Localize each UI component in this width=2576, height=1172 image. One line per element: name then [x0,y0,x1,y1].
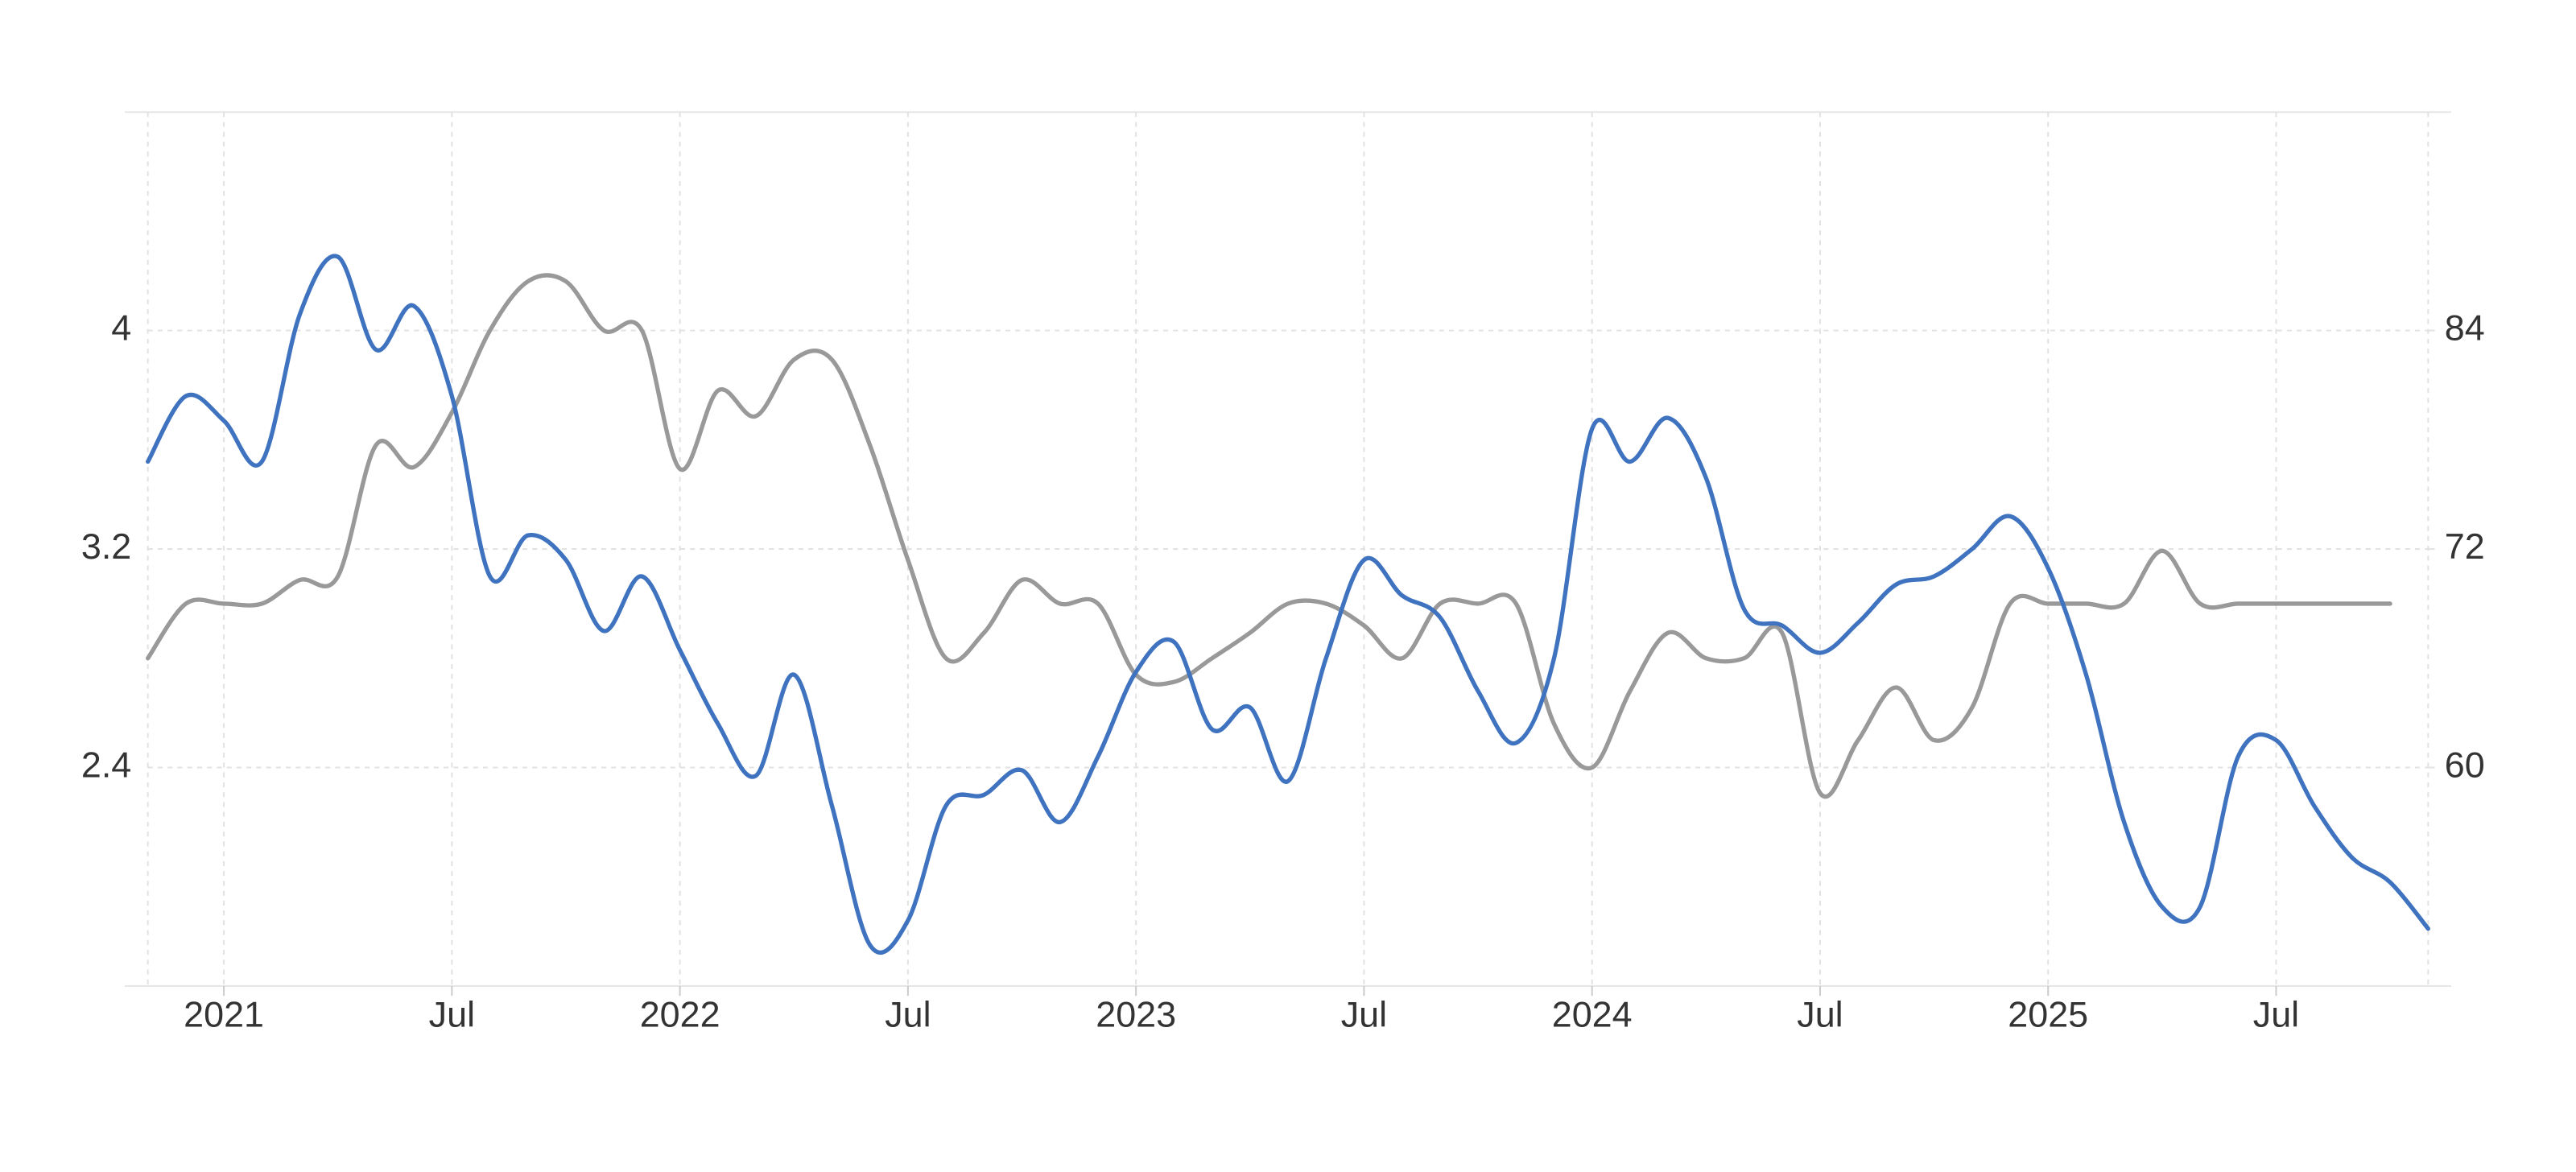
y-tick-label: 2.4 [81,744,131,785]
x-tick-label: 2023 [1096,994,1176,1035]
x-tick-label: Jul [1797,994,1843,1035]
x-tick-label: Jul [1341,994,1387,1035]
series-line [146,273,2392,799]
x-tick-label: 2021 [184,994,264,1035]
x-tick-label: 2022 [640,994,720,1035]
lines [146,254,2430,955]
y2-tick-label: 84 [2445,307,2485,349]
x-tick-label: 2024 [1552,994,1633,1035]
x-tick-label: Jul [2253,994,2299,1035]
y-tick-label: 3.2 [81,526,131,567]
grid [125,111,2451,997]
series-line [146,254,2430,955]
y2-tick-label: 60 [2445,744,2485,785]
x-tick-label: Jul [885,994,931,1035]
y-tick-label: 4 [111,307,131,349]
y2-tick-label: 72 [2445,526,2485,567]
labels: 2.4 3.2 4 60 72 84 2021 Jul 2022 Jul 2023 Jul 2024 Ju… [81,307,2485,1035]
x-tick-label: 2025 [2008,994,2088,1035]
x-tick-label: Jul [429,994,475,1035]
